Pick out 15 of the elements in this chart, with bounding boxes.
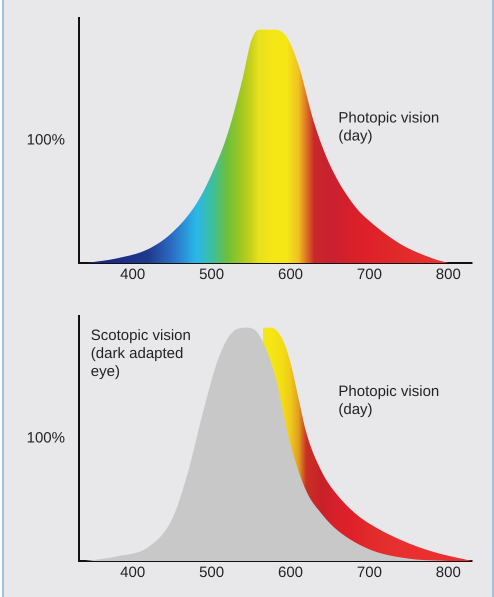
x-tick-label: 800 xyxy=(436,266,461,284)
text: 100% xyxy=(26,132,65,149)
x-tick-label: 500 xyxy=(199,266,224,284)
series-label: Scotopic vision (dark adapted eye) xyxy=(90,326,191,380)
text: Photopic vision (day) xyxy=(338,383,440,418)
x-tick-label: 700 xyxy=(356,564,382,582)
x-tick-label: 600 xyxy=(278,266,304,284)
x-tick-label: 600 xyxy=(278,564,304,582)
x-tick-label: 400 xyxy=(120,564,146,582)
x-tick-label: 400 xyxy=(120,266,146,284)
x-tick-label: 500 xyxy=(199,564,224,582)
x-tick-label: 800 xyxy=(436,564,461,582)
series-label: Photopic vision (day) xyxy=(338,110,440,145)
x-tick-label: 700 xyxy=(356,266,382,284)
text: 100% xyxy=(26,430,65,447)
